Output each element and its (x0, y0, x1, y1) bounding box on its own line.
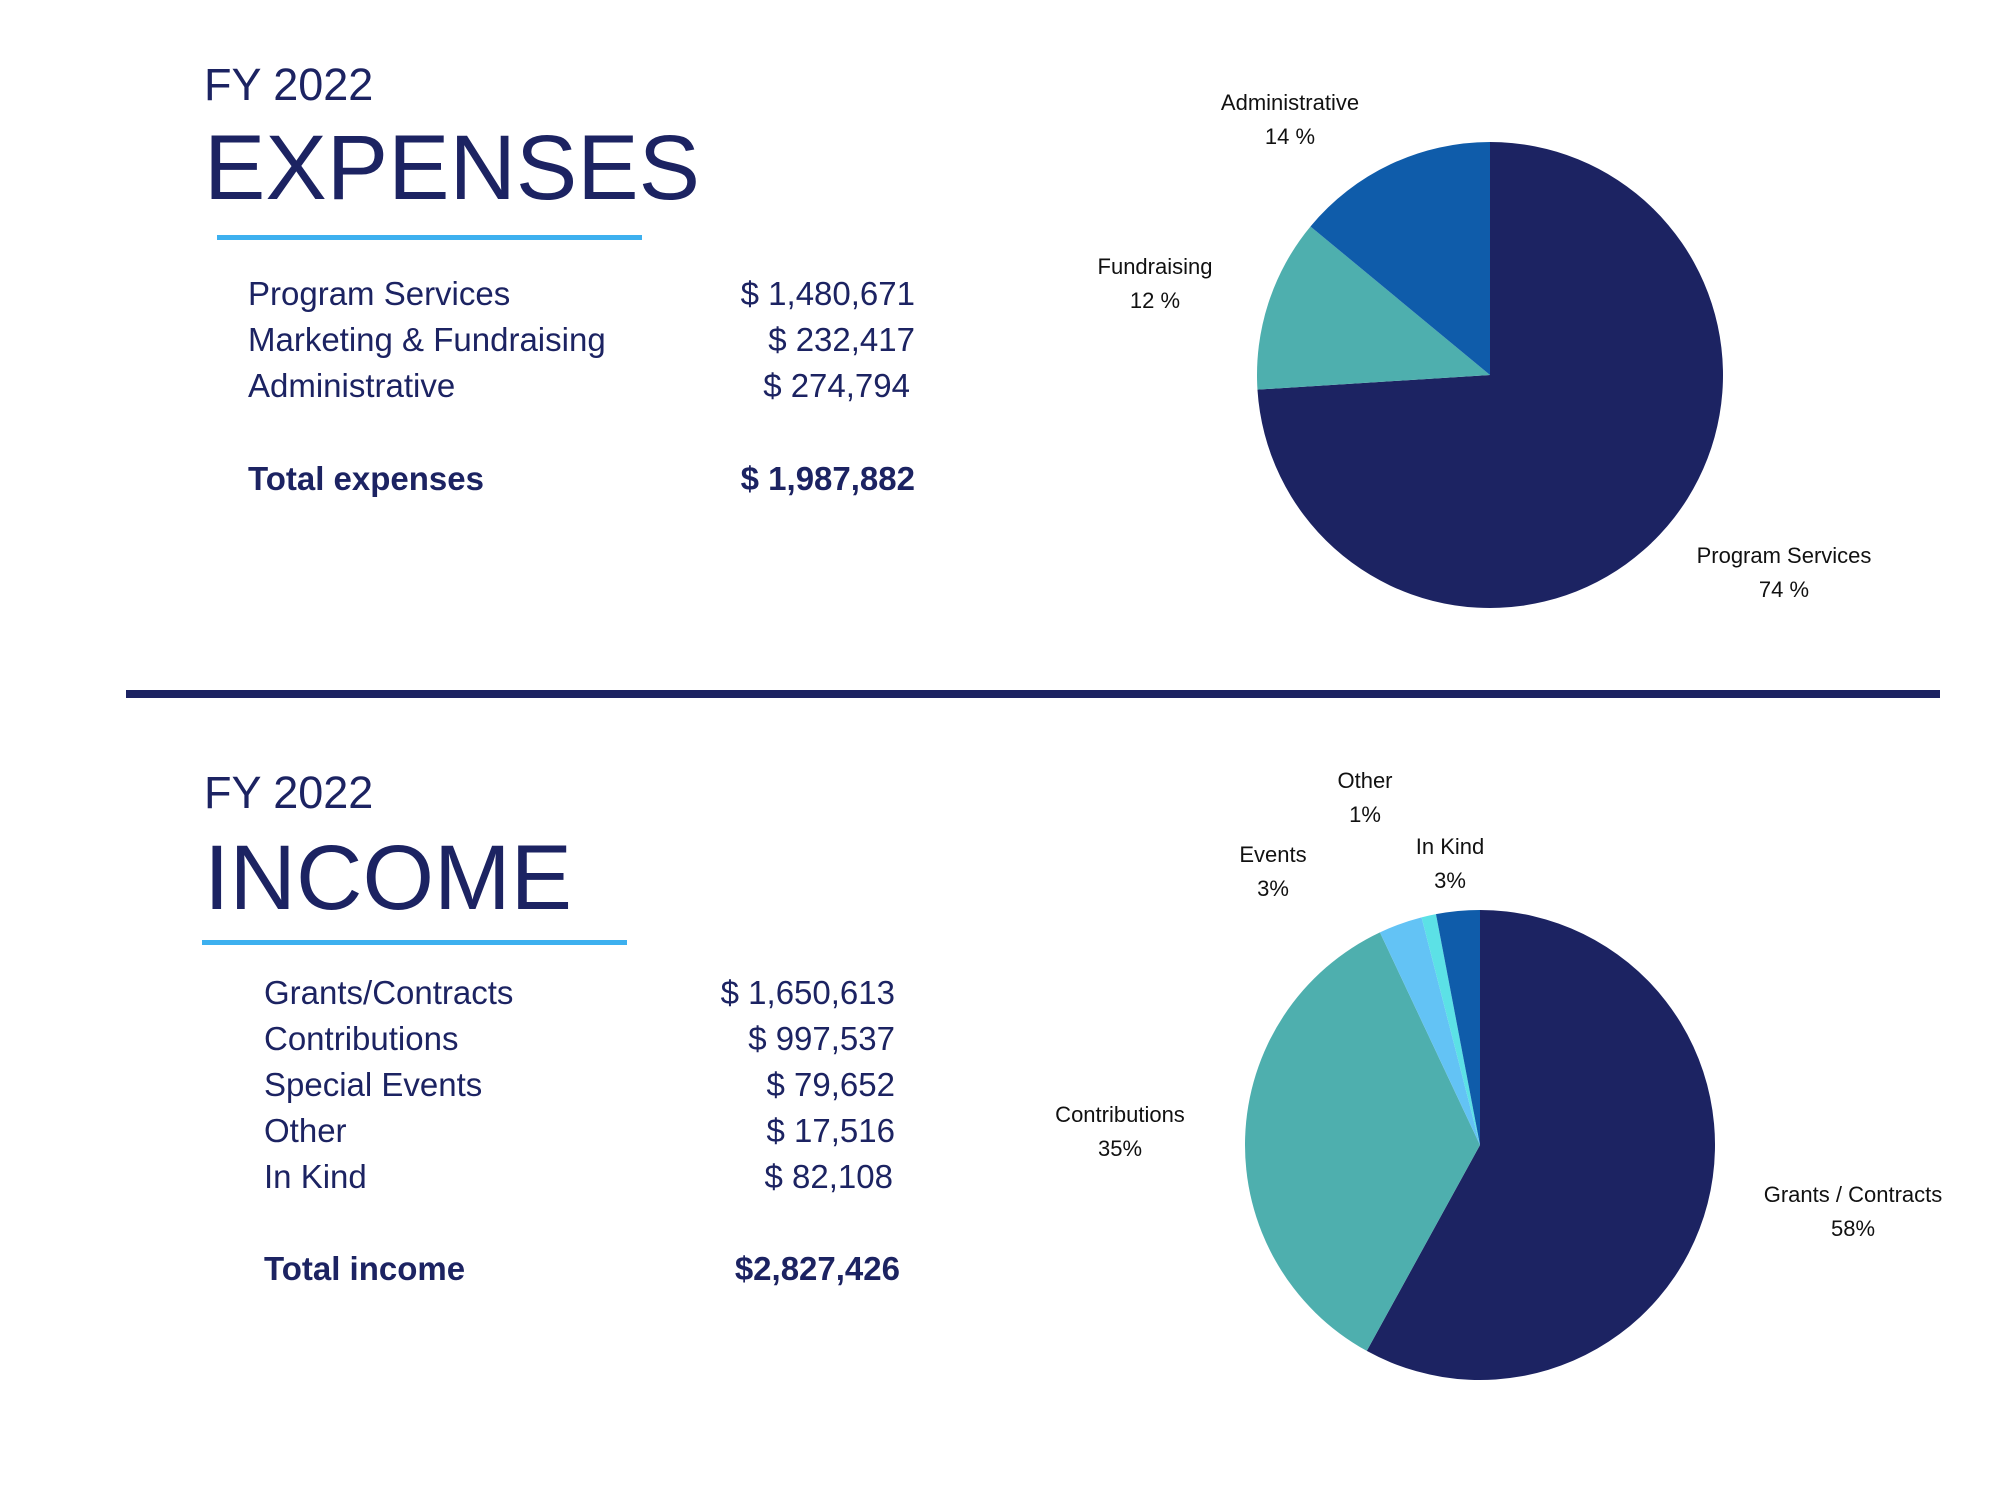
income-total-label: Total income (264, 1250, 466, 1287)
pie-label-program-services: Program Services 74 % (1697, 539, 1872, 607)
pie-label-name: Grants / Contracts (1763, 1182, 1943, 1207)
pie-slice-fundraising (1257, 226, 1490, 390)
expenses-total-value: $ 1,987,882 (740, 460, 915, 497)
pie-label-value: 3% (1434, 868, 1466, 893)
pie-label-grants-contracts: Grants / Contracts 58% (1764, 1178, 1943, 1246)
pie-slice-in-kind (1435, 910, 1480, 1145)
expenses-title: EXPENSES (204, 117, 700, 219)
income-item-value-special-events: $ 79,652 (766, 1066, 895, 1103)
section-divider (126, 690, 1940, 698)
expense-item-value-program: $ 1,480,671 (740, 275, 915, 312)
expense-item-value-fundraising: $ 232,417 (768, 321, 915, 358)
expenses-pie-chart (1257, 142, 1723, 608)
pie-label-name: Program Services (1696, 543, 1872, 568)
pie-label-value: 12 % (1129, 288, 1181, 313)
pie-label-value: 14 % (1264, 124, 1316, 149)
income-item-label-grants: Grants/Contracts (264, 974, 514, 1011)
expense-item-label-fundraising: Marketing & Fundraising (248, 321, 606, 358)
pie-label-name: In Kind (1415, 834, 1485, 859)
pie-label-in-kind: In Kind 3% (1416, 830, 1485, 898)
income-pie-chart (1245, 910, 1715, 1380)
pie-label-administrative: Administrative 14 % (1221, 86, 1359, 154)
pie-label-value: 3% (1257, 876, 1289, 901)
pie-label-value: 74 % (1758, 577, 1810, 602)
expenses-fy-label: FY 2022 (204, 59, 374, 110)
pie-label-name: Events (1239, 842, 1307, 867)
income-item-label-contributions: Contributions (264, 1020, 459, 1057)
income-item-label-in-kind: In Kind (264, 1158, 367, 1195)
pie-label-name: Other (1337, 768, 1393, 793)
expense-item-value-administrative: $ 274,794 (763, 367, 910, 404)
pie-slice-events (1379, 917, 1480, 1145)
pie-label-name: Contributions (1055, 1102, 1185, 1127)
expense-item-label-program: Program Services (248, 275, 511, 312)
pie-label-value: 58% (1830, 1216, 1876, 1241)
income-item-value-grants: $ 1,650,613 (720, 974, 895, 1011)
pie-label-value: 35% (1097, 1136, 1143, 1161)
income-title: INCOME (204, 827, 572, 929)
expenses-total-label: Total expenses (248, 460, 484, 497)
income-item-label-special-events: Special Events (264, 1066, 483, 1103)
income-fy-label: FY 2022 (204, 767, 374, 818)
expense-item-label-administrative: Administrative (248, 367, 456, 404)
pie-label-events: Events 3% (1239, 838, 1306, 906)
pie-slice-contributions (1245, 932, 1480, 1351)
income-title-underline (202, 940, 627, 945)
pie-slice-grants-contracts (1366, 910, 1715, 1380)
pie-label-name: Administrative (1220, 90, 1360, 115)
pie-slice-program-services (1257, 142, 1723, 608)
pie-label-value: 1% (1349, 802, 1381, 827)
income-item-value-contributions: $ 997,537 (748, 1020, 895, 1057)
pie-label-name: Fundraising (1097, 254, 1213, 279)
income-total-value: $2,827,426 (734, 1250, 900, 1287)
pie-label-contributions: Contributions 35% (1055, 1098, 1185, 1166)
pie-label-other: Other 1% (1337, 764, 1392, 832)
pie-label-fundraising: Fundraising 12 % (1098, 250, 1213, 318)
expenses-title-underline (217, 235, 642, 240)
income-item-label-other: Other (264, 1112, 347, 1149)
income-item-value-other: $ 17,516 (766, 1112, 895, 1149)
income-item-value-in-kind: $ 82,108 (764, 1158, 893, 1195)
pie-slice-other (1421, 914, 1480, 1145)
pie-slice-administrative (1310, 142, 1490, 375)
